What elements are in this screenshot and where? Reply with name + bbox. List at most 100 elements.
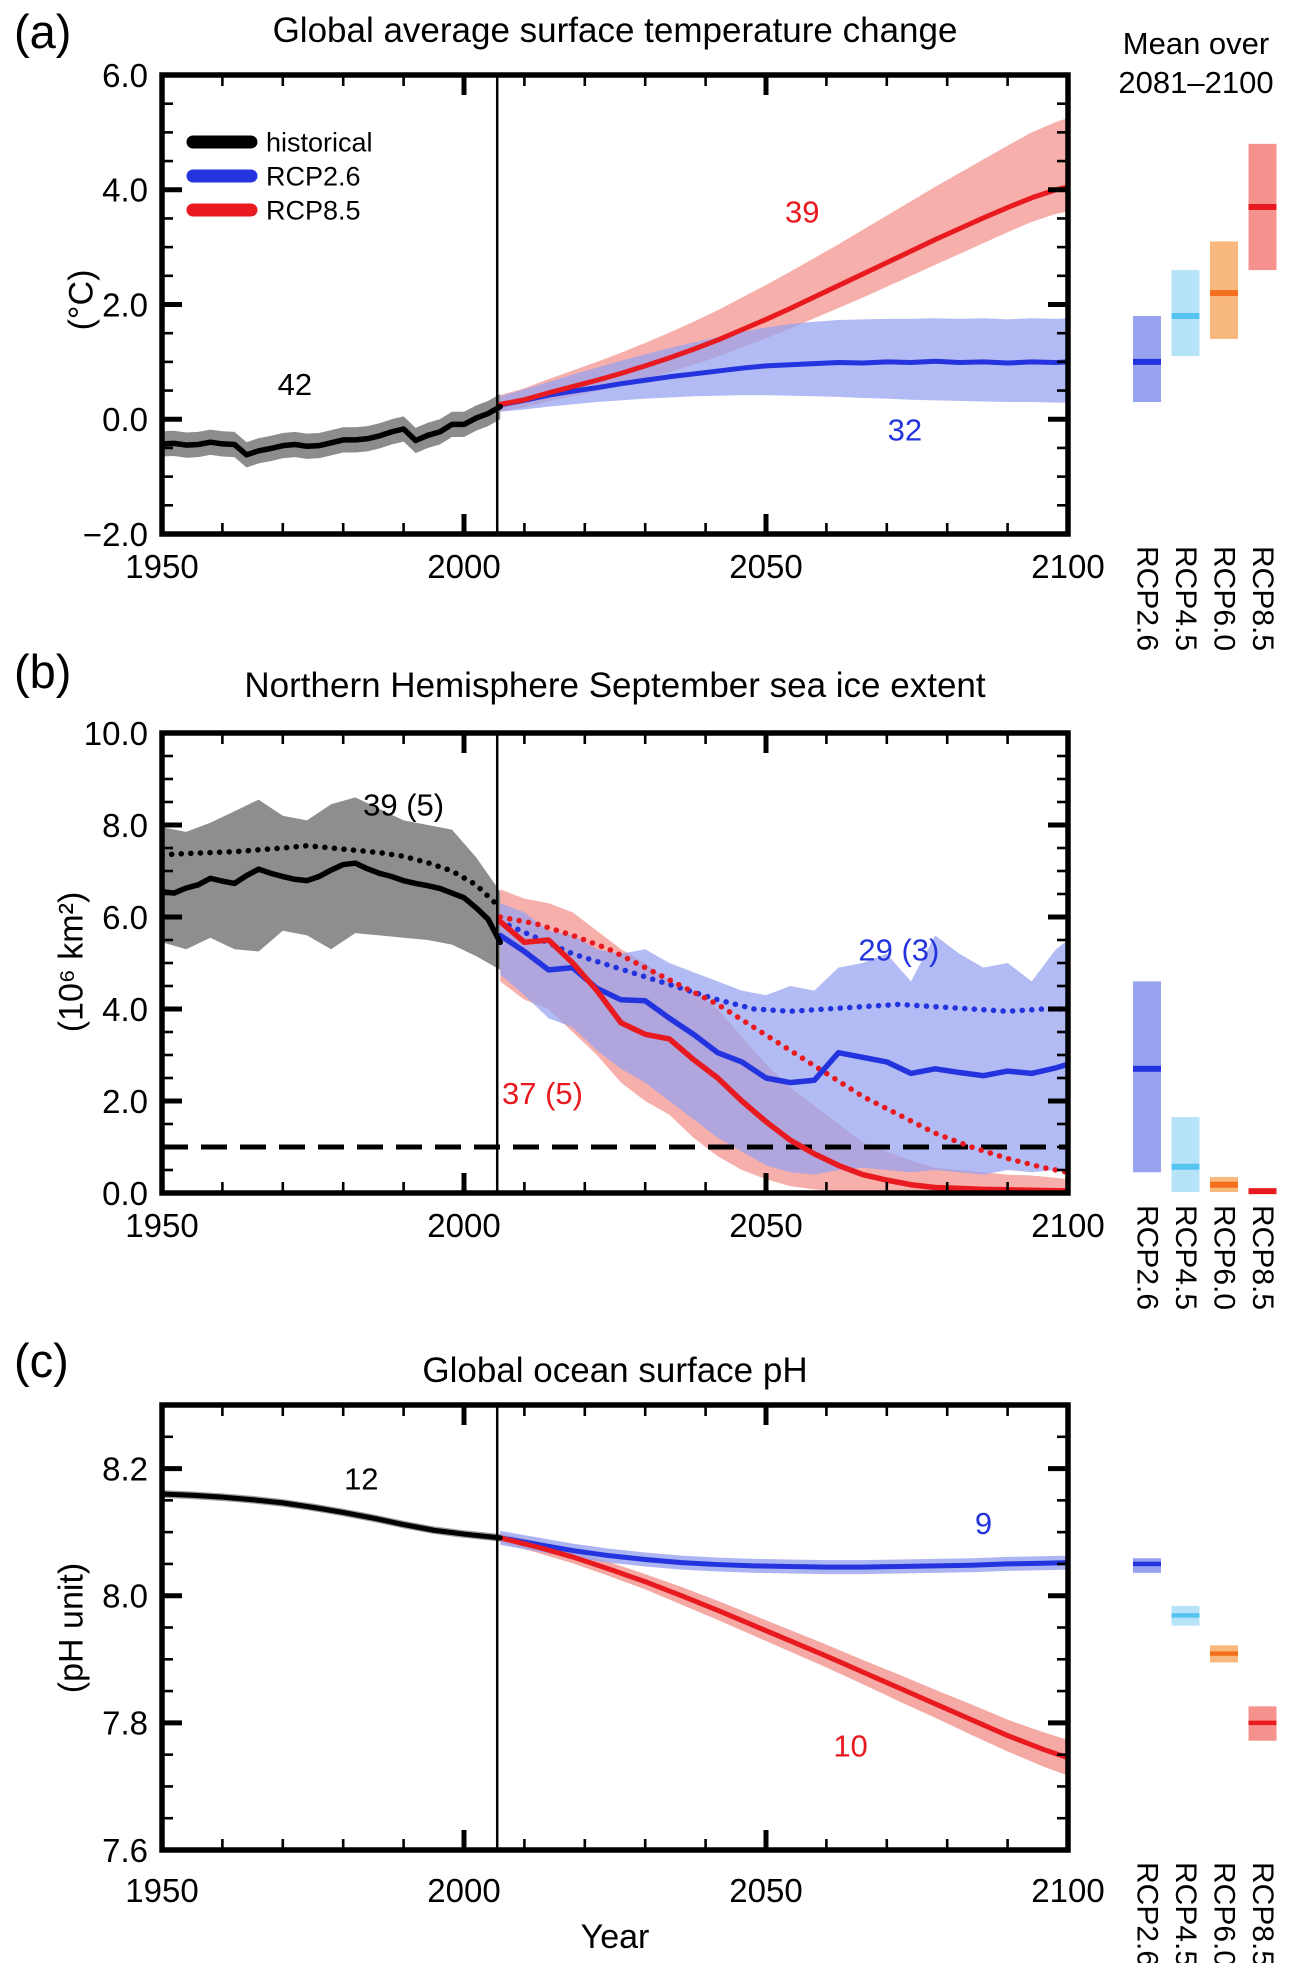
x-tick-label: 1950 bbox=[125, 1872, 198, 1909]
bar-range-RCP4.5 bbox=[1171, 1117, 1200, 1193]
x-tick-label: 2000 bbox=[427, 1207, 500, 1244]
legend-label: RCP2.6 bbox=[266, 162, 361, 192]
annotation-32: 32 bbox=[888, 413, 922, 448]
panel-b-letter: (b) bbox=[14, 645, 72, 698]
plot-frame bbox=[159, 1402, 1071, 1853]
bar-mean-RCP6.0 bbox=[1210, 1651, 1238, 1656]
annotation-9: 9 bbox=[975, 1506, 992, 1541]
bar-label-RCP2.6: RCP2.6 bbox=[1131, 546, 1164, 651]
annotation-42: 42 bbox=[278, 367, 312, 402]
legend-label: historical bbox=[266, 128, 373, 158]
panel-a-series bbox=[162, 118, 1068, 468]
bar-label-RCP4.5: RCP4.5 bbox=[1169, 1862, 1202, 1963]
series-rcp85-line bbox=[497, 1535, 1068, 1761]
x-tick-label: 2050 bbox=[729, 1872, 802, 1909]
bar-mean-RCP4.5 bbox=[1171, 1163, 1200, 1170]
mean-over-line1: Mean over bbox=[1122, 26, 1270, 61]
bar-mean-RCP4.5 bbox=[1171, 312, 1200, 319]
panel-b-scenario-bars: RCP2.6 RCP4.5 RCP6.0 RCP8.5 bbox=[1131, 981, 1279, 1310]
bar-mean-RCP8.5 bbox=[1248, 203, 1277, 210]
y-tick-label: 0.0 bbox=[102, 401, 148, 438]
bar-label-RCP2.6: RCP2.6 bbox=[1131, 1205, 1164, 1310]
series-rcp26-line bbox=[497, 1535, 1068, 1570]
x-tick-label: 1950 bbox=[125, 548, 198, 585]
panel-b-yaxis-label: (10⁶ km²) bbox=[52, 891, 91, 1033]
bar-range-RCP2.6 bbox=[1133, 981, 1161, 1173]
annotation-37-5-: 37 (5) bbox=[502, 1076, 583, 1111]
panel-c-letter: (c) bbox=[14, 1334, 69, 1387]
panel-c-scenario-bars: RCP2.6 RCP4.5 RCP6.0 RCP8.5 bbox=[1131, 1558, 1279, 1963]
series-rcp85-band-band bbox=[500, 1533, 1068, 1776]
series-rcp85-subset-line bbox=[497, 914, 1068, 1176]
series-rcp26-band-band bbox=[500, 1530, 1068, 1575]
bar-label-RCP2.6: RCP2.6 bbox=[1131, 1862, 1164, 1963]
x-tick-label: 2000 bbox=[427, 548, 500, 585]
bar-label-RCP8.5: RCP8.5 bbox=[1246, 1862, 1279, 1963]
y-tick-label: 7.8 bbox=[102, 1705, 148, 1742]
panel-c-title: Global ocean surface pH bbox=[422, 1351, 808, 1390]
bar-mean-RCP8.5 bbox=[1248, 1720, 1277, 1726]
x-axis-label: Year bbox=[580, 1918, 650, 1956]
series-rcp85-line bbox=[497, 184, 1068, 407]
annotation-10: 10 bbox=[833, 1728, 867, 1763]
annotation-12: 12 bbox=[344, 1461, 378, 1496]
series-historical-band-band bbox=[162, 394, 501, 468]
y-tick-label: 6.0 bbox=[102, 57, 148, 94]
y-tick-label: 4.0 bbox=[102, 991, 148, 1028]
panel-a-yaxis-label: (°C) bbox=[62, 269, 101, 331]
y-tick-label: 2.0 bbox=[102, 1083, 148, 1120]
y-tick-label: 4.0 bbox=[102, 172, 148, 209]
bar-mean-RCP2.6 bbox=[1133, 1561, 1161, 1567]
bar-label-RCP4.5: RCP4.5 bbox=[1169, 1205, 1202, 1310]
bar-mean-RCP8.5 bbox=[1248, 1188, 1277, 1195]
series-historical-line bbox=[162, 860, 503, 946]
legend-label: RCP8.5 bbox=[266, 196, 361, 226]
annotation-29-3-: 29 (3) bbox=[858, 932, 939, 967]
y-tick-label: 6.0 bbox=[102, 899, 148, 936]
mean-over-note: Mean over 2081–2100 bbox=[1118, 24, 1273, 102]
y-tick-label: 8.0 bbox=[102, 807, 148, 844]
legend: historical RCP2.6 RCP8.5 bbox=[186, 128, 373, 226]
panel-a-title: Global average surface temperature chang… bbox=[272, 11, 958, 50]
panel-b-title: Northern Hemisphere September sea ice ex… bbox=[244, 666, 986, 705]
annotation-39: 39 bbox=[785, 195, 819, 230]
annotation-39-5-: 39 (5) bbox=[363, 787, 444, 822]
series-historical-line bbox=[162, 403, 503, 458]
x-tick-label: 2050 bbox=[729, 1207, 802, 1244]
series-rcp85-line bbox=[497, 918, 1068, 1193]
x-tick-label: 2000 bbox=[427, 1872, 500, 1909]
series-historical-line bbox=[162, 1491, 503, 1541]
panel-b-ticks bbox=[162, 733, 1068, 1193]
panel-b-series bbox=[162, 797, 1068, 1193]
y-tick-label: 8.2 bbox=[102, 1450, 148, 1487]
bar-label-RCP6.0: RCP6.0 bbox=[1208, 1205, 1241, 1310]
y-tick-label: −2.0 bbox=[83, 516, 148, 553]
panel-a-letter: (a) bbox=[14, 5, 72, 58]
y-tick-label: 10.0 bbox=[84, 715, 148, 752]
mean-over-line2: 2081–2100 bbox=[1118, 65, 1274, 100]
bar-label-RCP8.5: RCP8.5 bbox=[1246, 546, 1279, 651]
bar-label-RCP6.0: RCP6.0 bbox=[1208, 1862, 1241, 1963]
panel-c-series bbox=[162, 1490, 1068, 1776]
bar-mean-RCP2.6 bbox=[1133, 358, 1161, 365]
panel-c-ticks bbox=[162, 1405, 1068, 1850]
panel-c-yaxis-label: (pH unit) bbox=[52, 1562, 91, 1694]
y-tick-label: 7.6 bbox=[102, 1832, 148, 1869]
bar-mean-RCP6.0 bbox=[1210, 1181, 1238, 1188]
x-tick-label: 2100 bbox=[1031, 1207, 1104, 1244]
x-tick-label: 1950 bbox=[125, 1207, 198, 1244]
series-rcp26-band-band bbox=[500, 903, 1068, 1175]
x-tick-label: 2100 bbox=[1031, 1872, 1104, 1909]
y-tick-label: 0.0 bbox=[102, 1175, 148, 1212]
x-tick-label: 2050 bbox=[729, 548, 802, 585]
bar-label-RCP4.5: RCP4.5 bbox=[1169, 546, 1202, 651]
series-rcp26-subset-line bbox=[497, 918, 1068, 1015]
bar-mean-RCP2.6 bbox=[1133, 1065, 1161, 1072]
